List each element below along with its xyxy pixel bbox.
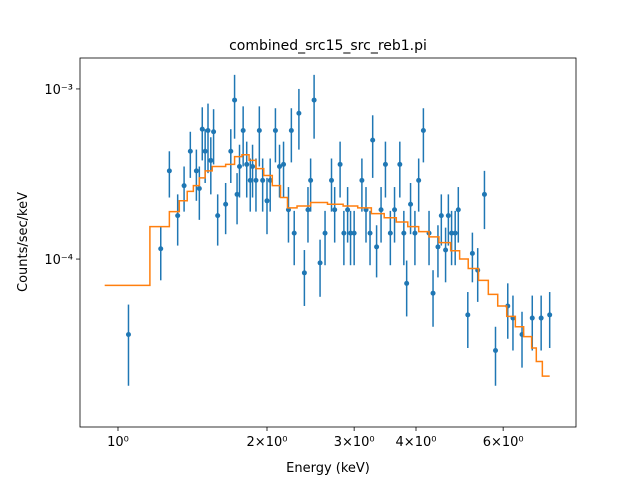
data-point [341,230,347,236]
data-point [244,161,250,167]
x-axis-label: Energy (keV) [286,461,370,476]
data-point [329,177,335,183]
data-point [240,127,246,133]
data-point [288,127,294,133]
y-tick-label: 10⁻³ [44,83,73,98]
data-point [538,315,544,321]
data-point [277,164,283,170]
data-point [452,230,458,236]
y-axis-label: Counts/sec/keV [16,192,31,292]
data-point [387,230,393,236]
data-point [223,201,229,207]
data-point [455,207,461,213]
data-point [193,168,199,174]
data-point [529,315,535,321]
data-point [401,230,407,236]
data-point [547,312,553,318]
data-point [228,148,234,154]
data-point [158,246,164,252]
data-point [267,177,273,183]
data-point [435,244,441,250]
data-point [332,207,338,213]
data-point [449,230,455,236]
data-point [337,161,343,167]
data-point [272,127,278,133]
data-point [264,198,270,204]
data-point [412,230,418,236]
model-step-line [104,154,550,377]
data-point [430,290,436,296]
data-point [408,201,414,207]
data-point [166,168,172,174]
data-point [416,177,422,183]
data-point [367,230,373,236]
data-point [291,230,297,236]
data-point [317,260,323,266]
data-point [196,185,202,191]
data-point [382,161,388,167]
data-point [348,230,354,236]
data-point [202,148,208,154]
data-point [301,270,307,276]
data-point [469,250,475,256]
chart-title: combined_src15_src_reb1.pi [229,38,427,54]
data-point [308,177,314,183]
data-point [232,97,238,103]
data-point [256,127,262,133]
data-point [345,207,351,213]
data-point [392,207,398,213]
data-point [250,164,256,170]
data-point [199,126,205,132]
x-tick-label: 3×10⁰ [334,435,375,450]
data-point [296,110,302,116]
data-point [481,191,487,197]
data-point [215,213,221,219]
data-point [404,280,410,286]
data-point [493,348,499,354]
x-tick-label: 10⁰ [107,435,129,450]
data-point [247,177,253,183]
data-point [211,129,217,135]
data-point [322,230,328,236]
data-point [237,164,243,170]
data-point [443,247,449,253]
data-point [311,97,317,103]
x-tick-label: 2×10⁰ [247,435,288,450]
data-point [397,161,403,167]
data-point [253,177,259,183]
data-point [175,213,181,219]
data-point [374,244,380,250]
data-point [359,177,365,183]
data-point [351,230,357,236]
data-point [208,157,214,163]
data-point [445,213,451,219]
data-point [187,148,193,154]
data-point [420,127,426,133]
data-point [234,191,240,197]
plot-frame [79,57,577,428]
data-point [378,207,384,213]
x-tick-label: 4×10⁰ [396,435,437,450]
y-tick-label: 10⁻⁴ [44,253,73,268]
data-point [281,161,287,167]
data-point [181,183,187,189]
data-point [465,312,471,318]
data-point [205,127,211,133]
data-point [260,177,266,183]
data-point [438,213,444,219]
data-point [125,332,131,338]
x-tick-label: 6×10⁰ [483,435,524,450]
data-point [370,137,376,143]
data-point [305,207,311,213]
